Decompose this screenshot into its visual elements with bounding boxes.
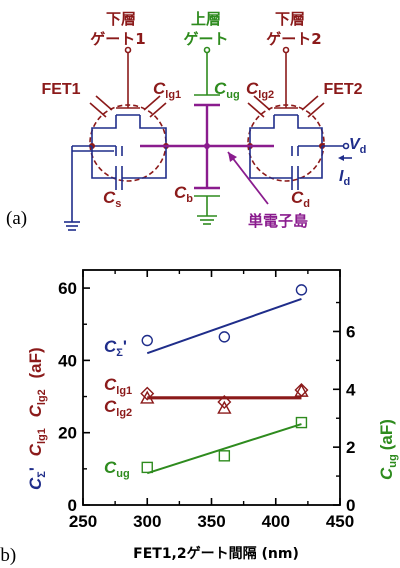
c-lg2-label: Clg2	[246, 79, 274, 101]
series-label-c-lg2: Clg2	[104, 397, 132, 419]
upper-gate-label-line2: ゲート	[183, 30, 228, 48]
fit-line	[146, 297, 302, 355]
lower-gate-2-label-line1: 下層	[275, 10, 305, 28]
right-axis: 0 2 4 6	[333, 301, 356, 515]
data-point	[295, 284, 308, 296]
x-tick-label: 250	[69, 512, 97, 531]
x-axis-label: FET1,2ゲート間隔 (nm)	[133, 545, 299, 562]
fet1-label: FET1	[41, 81, 80, 98]
upper-gate-lead	[194, 46, 220, 96]
data-point	[217, 394, 232, 409]
left-axis: 0 20 40 60	[58, 279, 90, 515]
fet2-symbol	[247, 95, 325, 182]
data-markers	[140, 284, 309, 474]
panel-b-label: (b)	[0, 545, 16, 566]
c-b-label: Cb	[174, 183, 193, 205]
c-d-label: Cd	[291, 188, 310, 210]
data-point	[140, 390, 155, 404]
y-right-tick-label: 6	[346, 322, 355, 341]
series-label-c-ug: Cug	[104, 458, 130, 480]
x-axis: 250 300 350 400 450	[69, 270, 354, 531]
x-tick-label: 400	[262, 512, 290, 531]
c-s-label: Cs	[103, 188, 121, 210]
fit-line	[146, 423, 302, 475]
y-right-tick-label: 2	[346, 438, 355, 457]
lower-gate-1-lead	[116, 46, 140, 109]
cb-ground	[194, 195, 220, 225]
y-axis-label-right: Cug(aF)	[377, 419, 399, 480]
circuit-diagram: 下層 ゲート1 上層 ゲート 下層 ゲート2	[6, 10, 366, 231]
data-point	[140, 386, 155, 401]
island-label: 単電子島	[248, 212, 308, 230]
i-d-label: Id	[339, 168, 350, 188]
lower-gate-1-label-line2: ゲート1	[90, 30, 145, 48]
current-arrow	[338, 155, 352, 161]
data-point	[141, 461, 153, 474]
v-d-label: Vd	[349, 136, 366, 156]
y-right-tick-label: 4	[346, 380, 356, 399]
data-point	[218, 450, 231, 462]
fet2-label: FET2	[323, 81, 362, 98]
y-left-tick-label: 0	[68, 496, 77, 515]
x-tick-label: 350	[197, 512, 225, 531]
c-lg1-label: Clg1	[153, 79, 181, 101]
upper-gate-label-line1: 上層	[191, 10, 221, 28]
lower-gate-2-lead	[274, 46, 298, 109]
fit-lines	[146, 297, 302, 475]
x-tick-label: 300	[133, 512, 161, 531]
c-ug-label: Cug	[214, 79, 240, 101]
y-left-tick-label: 20	[58, 424, 77, 443]
data-point	[141, 334, 153, 347]
data-point	[217, 400, 232, 414]
single-electron-island	[140, 103, 274, 205]
x-tick-label: 450	[326, 512, 354, 531]
y-left-tick-label: 60	[58, 279, 77, 298]
panel-a-label: (a)	[6, 208, 27, 229]
data-point	[218, 331, 231, 343]
chart: 0 20 40 60 0 2 4 6 250 300 350 400 450 CΣ' Clg1 Cl…	[0, 269, 399, 566]
lower-gate-2-label-line2: ゲート2	[266, 30, 321, 48]
data-point	[295, 416, 308, 429]
y-left-tick-label: 40	[58, 351, 77, 370]
island-node	[204, 143, 210, 149]
data-point	[294, 383, 309, 397]
series-label-c-lg1: Clg1	[104, 375, 132, 397]
lower-gate-1-label-line1: 下層	[106, 10, 136, 28]
series-label-c-sigma: CΣ'	[104, 337, 127, 359]
y-axis-label-left: CΣ' Clg1 Clg2 (aF)	[26, 347, 49, 490]
y-right-tick-label: 0	[346, 496, 355, 515]
source-drain-wiring	[64, 142, 350, 231]
